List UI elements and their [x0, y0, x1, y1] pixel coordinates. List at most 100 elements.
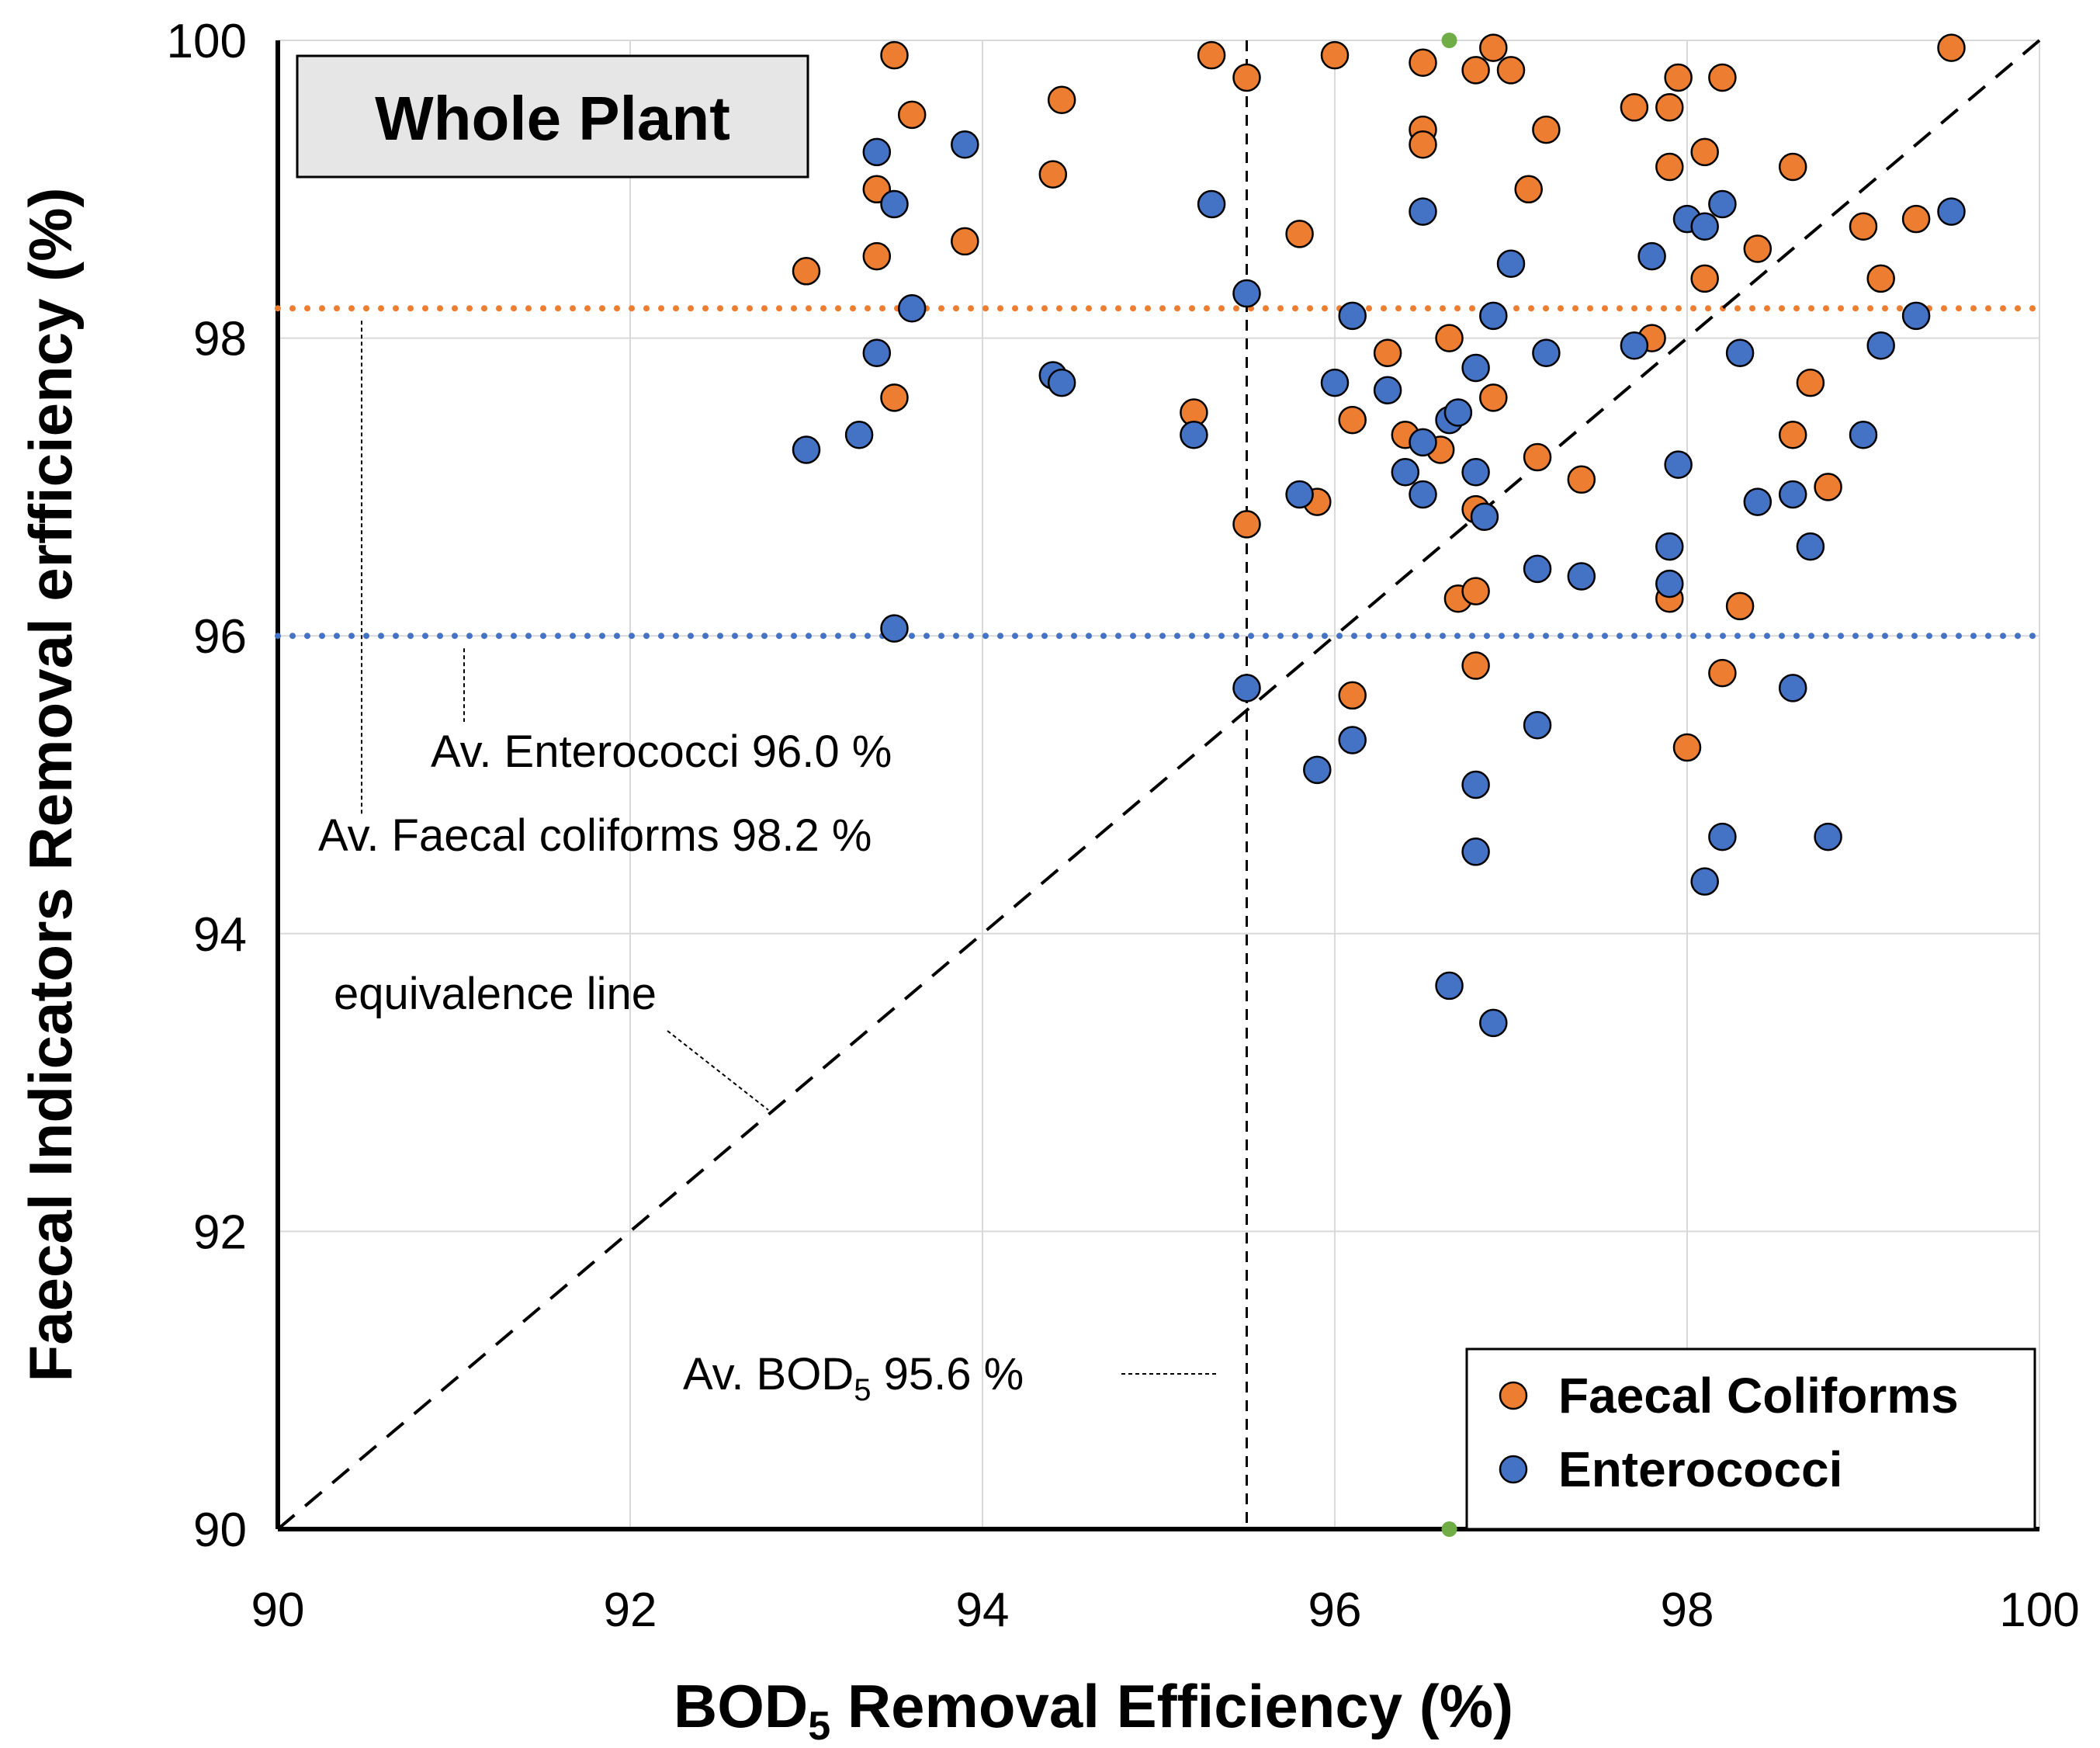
legend-faecal-label: Faecal Coliforms	[1558, 1368, 1959, 1424]
enterococci-point	[1849, 421, 1878, 449]
enterococci-point	[1338, 726, 1367, 754]
y-tick-label: 100	[167, 15, 247, 68]
x-axis-title: BOD5 Removal Efficiency (%)	[674, 1672, 1513, 1748]
panel-label-box: Whole Plant	[296, 54, 809, 179]
enterococci-point	[880, 614, 909, 643]
enterococci-point	[1373, 376, 1402, 404]
x-tick-labels: 90 92 94 96 98 100	[251, 1583, 2080, 1637]
enterococci-point	[1523, 711, 1552, 740]
faecal-coliforms-point	[1461, 56, 1490, 85]
legend-entero-marker	[1499, 1455, 1528, 1484]
avg-bod-prefix: Av. BOD	[683, 1349, 854, 1399]
enterococci-point	[1391, 457, 1420, 487]
faecal-coliforms-point	[1479, 383, 1508, 412]
faecal-coliforms-point	[1038, 160, 1068, 189]
enterococci-point	[1461, 353, 1490, 383]
faecal-coliforms-point	[1232, 510, 1261, 539]
y-axis-title: Faecal Indicators Removal erfficiency (%…	[16, 188, 85, 1382]
x-tick-label: 100	[1999, 1583, 2079, 1637]
enterococci-point	[1690, 212, 1719, 241]
x-axis-title-rest: Removal Efficiency (%)	[830, 1672, 1513, 1740]
y-tick-label: 92	[193, 1205, 247, 1259]
faecal-coliforms-point	[951, 227, 979, 256]
enterococci-point	[951, 130, 979, 159]
enterococci-point	[1725, 338, 1755, 368]
x-tick-label: 94	[956, 1583, 1010, 1637]
faecal-coliforms-point	[880, 40, 909, 70]
enterococci-point	[1866, 331, 1895, 360]
enterococci-point	[1285, 480, 1314, 509]
faecal-coliforms-point	[1409, 130, 1437, 159]
enterococci-point	[1532, 338, 1561, 368]
legend-box	[1465, 1347, 2036, 1531]
enterococci-point	[1796, 532, 1825, 561]
enterococci-point	[1409, 428, 1437, 457]
enterococci-point	[1778, 674, 1807, 702]
x-axis-title-subscript: 5	[808, 1704, 830, 1748]
enterococci-point	[1708, 822, 1737, 851]
enterococci-point	[862, 137, 892, 167]
reference-lines	[275, 39, 2043, 1531]
enterococci-point	[1461, 770, 1490, 799]
faecal-coliforms-point	[1866, 264, 1895, 293]
avg-faecal-coliforms-label: Av. Faecal coliforms 98.2 %	[318, 810, 872, 861]
equivalence-line	[276, 39, 2041, 1531]
x-tick-label: 92	[604, 1583, 657, 1637]
y-tick-label: 90	[193, 1503, 247, 1557]
enterococci-point	[1778, 480, 1807, 509]
faecal-coliforms-point	[1047, 85, 1076, 114]
avg-bod-label: Av. BOD5 95.6 %	[683, 1349, 1024, 1407]
enterococci-point	[1743, 487, 1773, 516]
enterococci-point	[1443, 398, 1473, 427]
enterococci-point	[792, 435, 821, 464]
faecal-coliforms-point	[1690, 264, 1719, 293]
faecal-coliforms-point	[1523, 442, 1552, 472]
faecal-coliforms-point	[1338, 681, 1367, 710]
enterococci-point	[1303, 755, 1332, 785]
avg-bod-subscript: 5	[854, 1373, 871, 1407]
faecal-coliforms-point	[1461, 577, 1490, 605]
faecal-coliforms-point	[1285, 220, 1314, 248]
grid-lines	[278, 40, 2040, 1529]
faecal-coliforms-point	[1655, 152, 1684, 182]
faecal-coliforms-point	[1620, 93, 1649, 122]
x-axis-title-main: BOD	[674, 1672, 808, 1740]
green-marker-point	[1441, 33, 1457, 48]
y-tick-label: 98	[193, 313, 247, 366]
faecal-coliforms-point	[1901, 204, 1931, 234]
faecal-coliforms-point	[1479, 33, 1508, 62]
data-points	[792, 33, 1966, 1537]
equivalence-line-label: equivalence line	[334, 969, 657, 1019]
faecal-coliforms-point	[1496, 56, 1526, 85]
enterococci-point	[1708, 189, 1737, 219]
faecal-coliforms-point	[1690, 137, 1719, 167]
y-tick-labels: 90 92 94 96 98 100	[167, 15, 247, 1557]
faecal-coliforms-point	[1743, 234, 1773, 263]
enterococci-point	[1232, 279, 1261, 308]
faecal-coliforms-point	[1461, 651, 1490, 680]
enterococci-point	[1470, 502, 1499, 532]
faecal-coliforms-point	[1778, 421, 1807, 449]
avg-enterococci-label: Av. Enterococci 96.0 %	[431, 727, 892, 777]
faecal-coliforms-point	[1664, 63, 1693, 92]
enterococci-point	[1461, 457, 1490, 487]
enterococci-point	[1655, 569, 1684, 598]
faecal-coliforms-point	[1796, 368, 1825, 397]
faecal-coliforms-point	[1514, 175, 1543, 204]
enterococci-point	[1479, 301, 1508, 331]
enterococci-point	[1655, 532, 1684, 561]
enterococci-point	[897, 293, 927, 323]
faecal-coliforms-point	[1708, 658, 1737, 688]
enterococci-point	[1664, 450, 1693, 479]
enterococci-point	[1180, 421, 1208, 449]
y-tick-label: 94	[193, 908, 247, 962]
faecal-coliforms-point	[1567, 465, 1596, 494]
annotation-leaders	[361, 321, 1218, 1375]
x-tick-label: 96	[1308, 1583, 1362, 1637]
enterococci-point	[1567, 562, 1596, 591]
faecal-coliforms-point	[1320, 40, 1350, 70]
x-tick-label: 90	[251, 1583, 305, 1637]
faecal-coliforms-point	[792, 257, 821, 286]
panel-label: Whole Plant	[375, 84, 730, 153]
